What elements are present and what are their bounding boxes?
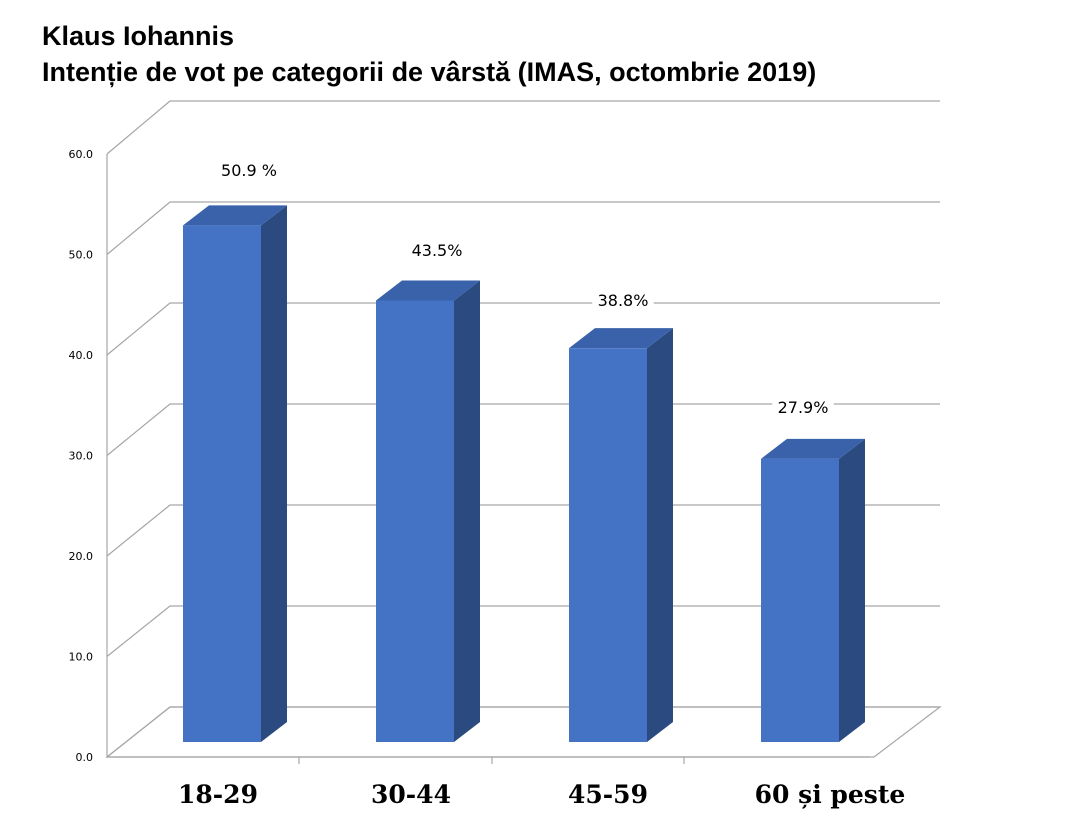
- bar-side: [261, 205, 287, 743]
- x-tick-label: 18-29: [178, 780, 258, 809]
- bar: [183, 225, 261, 743]
- bar: [761, 458, 839, 742]
- bar-top: [376, 280, 480, 301]
- y-tick-label: 0.0: [76, 751, 94, 764]
- bar-side: [647, 328, 673, 742]
- gridline: [106, 605, 940, 657]
- gridline: [106, 706, 940, 758]
- x-tick-label: 45-59: [568, 780, 648, 809]
- data-label: 27.9%: [778, 398, 829, 417]
- bar-top: [761, 438, 865, 459]
- data-label-background: [592, 290, 654, 312]
- bar-side: [839, 438, 865, 742]
- chart-title-block: Klaus Iohannis Intenție de vot pe catego…: [42, 18, 816, 90]
- y-tick-label: 50.0: [69, 249, 94, 262]
- bar-side: [454, 280, 480, 742]
- bar: [569, 348, 647, 742]
- y-tick-label: 40.0: [69, 349, 94, 362]
- gridline: [106, 403, 940, 456]
- y-tick-label: 10.0: [69, 651, 94, 664]
- x-tick-label: 60 și peste: [755, 780, 906, 809]
- y-tick-label: 20.0: [69, 550, 94, 563]
- gridline: [106, 201, 940, 255]
- gridline: [106, 504, 940, 557]
- data-label: 43.5%: [412, 241, 463, 260]
- data-label: 50.9 %: [221, 161, 277, 180]
- chart-title: Klaus Iohannis: [42, 21, 235, 51]
- y-tick-label: 30.0: [69, 450, 94, 463]
- gridline: [106, 302, 940, 356]
- data-label: 38.8%: [598, 291, 649, 310]
- bar: [376, 300, 454, 742]
- y-tick-label: 60.0: [69, 148, 94, 161]
- chart-subtitle: Intenție de vot pe categorii de vârstă (…: [42, 57, 817, 87]
- data-label-background: [406, 240, 468, 262]
- bar-top: [183, 205, 287, 226]
- x-tick-label: 30-44: [371, 780, 451, 809]
- gridline: [106, 100, 940, 155]
- data-label-background: [213, 160, 285, 182]
- data-label-background: [772, 397, 834, 419]
- bar-top: [569, 328, 673, 349]
